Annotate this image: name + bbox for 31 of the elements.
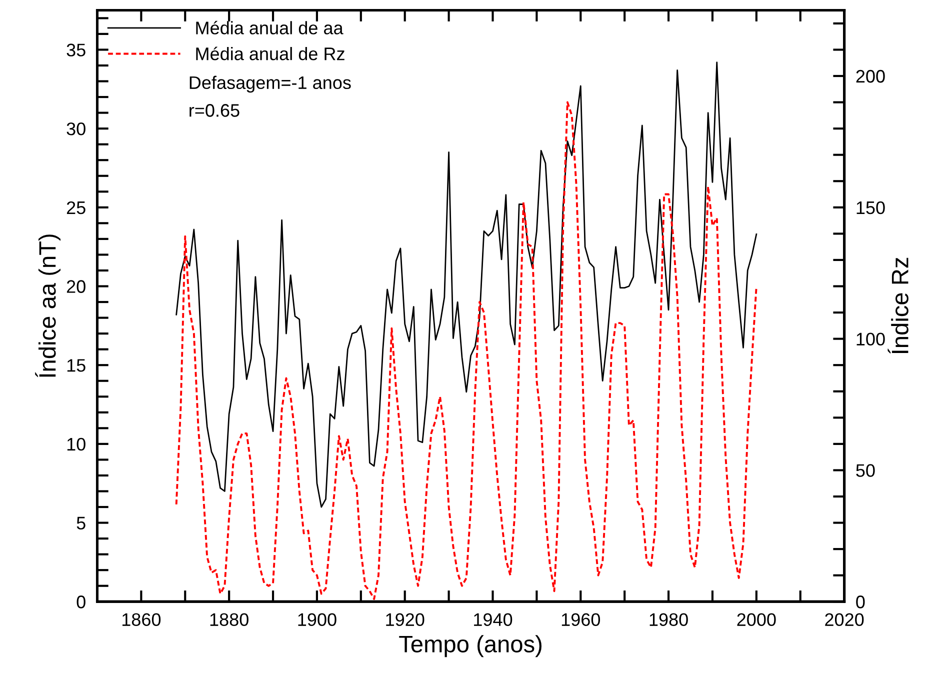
x-tick-label: 1940 (474, 613, 512, 626)
x-axis-title: Tempo (anos) (399, 635, 542, 658)
y-axis-title: Índice aa (nT) (35, 234, 60, 378)
x-tick-label: 1880 (210, 613, 248, 626)
x-tick-label: 1900 (298, 613, 336, 626)
annotation: Defasagem=-1 anos (190, 76, 351, 93)
y-tick-label: 10 (67, 438, 86, 451)
y-tick-label: 15 (67, 359, 86, 372)
x-tick-label: 1960 (562, 613, 600, 626)
y2-tick-label: 100 (856, 332, 885, 346)
x-tick-label: 1980 (650, 613, 688, 626)
line-series (176, 62, 758, 508)
y-tick-label: 35 (66, 44, 86, 56)
y-tick-label: 5 (76, 516, 86, 530)
x-tick-label: 2000 (737, 613, 776, 626)
y2-axis-title: Índice Rz (888, 258, 908, 354)
y-tick-label: 20 (66, 280, 86, 293)
x-tick-label: 2020 (825, 613, 864, 626)
y-tick-label: 0 (76, 596, 86, 608)
legend-label: Média anual de aa (196, 20, 344, 34)
line-series (175, 101, 758, 600)
x-tick-label: 1920 (386, 613, 424, 626)
y-tick-label: 30 (66, 122, 86, 136)
y2-tick-label: 200 (856, 70, 885, 83)
y2-tick-label: 50 (856, 464, 875, 477)
y2-tick-label: 150 (856, 201, 885, 214)
x-tick-label: 1860 (122, 613, 161, 626)
annotation: r=0.65 (190, 104, 240, 117)
legend-label: Média anual de Rz (196, 46, 344, 60)
y2-tick-label: 0 (856, 596, 865, 608)
y-tick-label: 25 (66, 201, 86, 214)
